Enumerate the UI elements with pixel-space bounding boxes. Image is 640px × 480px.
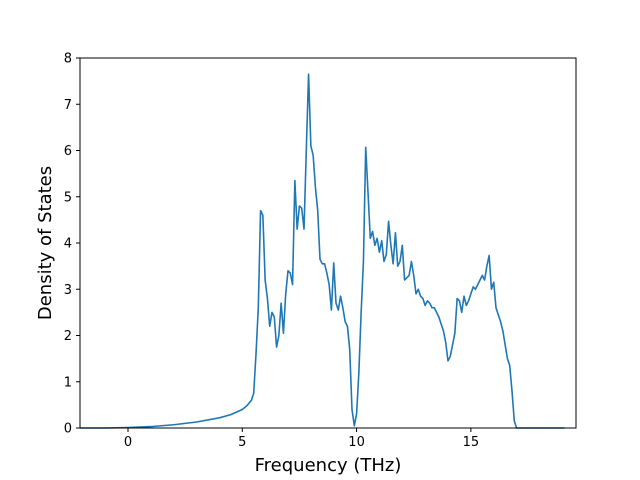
x-tick-label: 10 xyxy=(348,435,365,450)
tick-layer: 0 5 10 15 0 1 2 3 4 5 6 7 8 xyxy=(64,52,479,451)
x-tick-label: 0 xyxy=(124,435,132,450)
y-axis-label: Density of States xyxy=(35,166,56,320)
x-tick-label: 15 xyxy=(463,435,480,450)
dos-series-line xyxy=(80,73,565,429)
plot-area xyxy=(80,73,565,429)
y-tick-label: 0 xyxy=(64,422,72,437)
y-tick-label: 6 xyxy=(64,144,72,159)
y-tick-label: 4 xyxy=(64,237,72,252)
axes-frame xyxy=(79,57,577,429)
y-tick-label: 1 xyxy=(64,375,72,390)
y-tick-label: 5 xyxy=(64,190,72,205)
y-tick-label: 2 xyxy=(64,329,72,344)
y-tick-label: 3 xyxy=(64,283,72,298)
x-axis-label: Frequency (THz) xyxy=(255,455,402,476)
y-tick-label: 7 xyxy=(64,98,72,113)
y-tick-label: 8 xyxy=(64,52,72,67)
x-tick-label: 5 xyxy=(238,435,246,450)
